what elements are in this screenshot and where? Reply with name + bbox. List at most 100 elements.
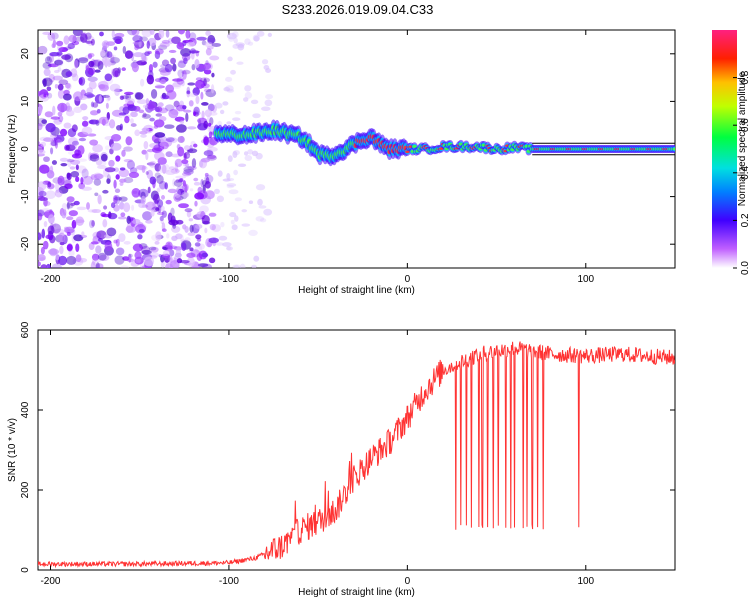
noise-blob <box>57 255 68 266</box>
noise-blob <box>125 98 136 105</box>
noise-blob <box>186 86 191 94</box>
noise-blob <box>123 158 133 163</box>
noise-blob <box>100 212 107 218</box>
noise-blob <box>204 227 208 234</box>
noise-blob <box>43 68 51 77</box>
noise-blob <box>111 134 122 142</box>
spec-xtick-label: -200 <box>40 274 60 285</box>
snr-ytick-label: 0 <box>20 567 31 573</box>
noise-blob <box>66 109 75 117</box>
noise-blob <box>74 149 81 156</box>
noise-blob <box>126 160 135 170</box>
noise-blob <box>204 172 209 177</box>
noise-blob <box>185 30 191 39</box>
noise-blob <box>58 47 69 53</box>
noise-blob <box>65 71 73 77</box>
noise-blob <box>154 199 159 205</box>
noise-blob <box>204 174 214 184</box>
noise-blob <box>66 201 70 210</box>
noise-blob <box>146 40 150 49</box>
noise-blob <box>119 95 125 101</box>
noise-blob <box>96 230 107 240</box>
noise-blob <box>188 218 194 222</box>
noise-blob <box>161 195 166 200</box>
noise-blob <box>43 197 48 207</box>
noise-blob <box>205 89 217 98</box>
noise-blob <box>76 31 87 36</box>
noise-blob <box>126 225 134 233</box>
noise-blob <box>186 210 192 218</box>
noise-blob <box>141 113 151 119</box>
noise-blob <box>75 243 80 252</box>
noise-blob <box>132 218 141 225</box>
noise-blob <box>177 146 185 157</box>
noise-blob <box>187 165 197 171</box>
noise-blob <box>87 209 98 213</box>
noise-blob <box>110 55 115 64</box>
noise-blob <box>207 122 212 127</box>
noise-blob <box>160 215 164 225</box>
noise-blob <box>144 51 150 57</box>
noise-blob <box>239 263 246 268</box>
noise-blob <box>140 52 145 63</box>
noise-blob <box>195 95 200 105</box>
noise-blob <box>108 159 115 167</box>
noise-blob <box>103 205 108 210</box>
noise-blob <box>81 168 89 179</box>
noise-blob <box>143 140 149 150</box>
noise-blob <box>55 58 64 67</box>
noise-blob <box>68 34 77 43</box>
noise-blob <box>64 183 73 190</box>
noise-blob <box>114 255 125 265</box>
noise-blob <box>42 31 52 35</box>
noise-blob <box>193 181 201 186</box>
noise-blob <box>261 59 269 65</box>
noise-blob <box>243 97 249 102</box>
noise-blob <box>67 150 76 155</box>
noise-blob <box>55 254 60 261</box>
noise-blob <box>93 178 102 186</box>
noise-blob <box>226 32 237 40</box>
noise-blob <box>43 156 50 163</box>
noise-blob <box>143 256 155 267</box>
noise-blob <box>131 204 135 211</box>
noise-blob <box>231 224 238 231</box>
noise-blob <box>155 113 163 117</box>
noise-blob <box>138 109 145 114</box>
noise-blob <box>172 63 177 72</box>
noise-blob <box>78 137 87 142</box>
noise-blob <box>163 124 175 129</box>
noise-blob <box>106 178 111 185</box>
noise-blob <box>75 254 82 263</box>
noise-blob <box>159 42 170 48</box>
noise-blob <box>80 103 88 111</box>
noise-blob <box>59 245 64 255</box>
noise-blob <box>140 195 146 205</box>
noise-blob <box>115 155 121 162</box>
noise-blob <box>50 141 58 147</box>
ridge-core <box>412 145 417 148</box>
noise-blob <box>118 233 126 243</box>
noise-blob <box>140 134 147 138</box>
spec-ytick-label: 0 <box>20 146 31 152</box>
noise-blob <box>128 171 140 179</box>
noise-blob <box>155 207 160 211</box>
noise-blob <box>263 208 273 216</box>
noise-blob <box>247 149 254 155</box>
snr-ylabel: SNR (10 * v/v) <box>7 418 18 482</box>
noise-blob <box>222 101 229 106</box>
noise-blob <box>165 137 175 143</box>
noise-blob <box>184 208 193 213</box>
noise-blob <box>109 148 114 155</box>
noise-blob <box>76 206 87 211</box>
noise-blob <box>184 237 191 242</box>
noise-blob <box>183 109 192 113</box>
noise-blob <box>251 264 257 268</box>
noise-blob <box>122 106 130 115</box>
noise-blob <box>211 42 222 47</box>
noise-blob <box>167 137 178 144</box>
noise-blob <box>54 139 59 149</box>
noise-blob <box>114 87 120 97</box>
noise-blob <box>92 59 103 67</box>
noise-blob <box>47 92 53 99</box>
